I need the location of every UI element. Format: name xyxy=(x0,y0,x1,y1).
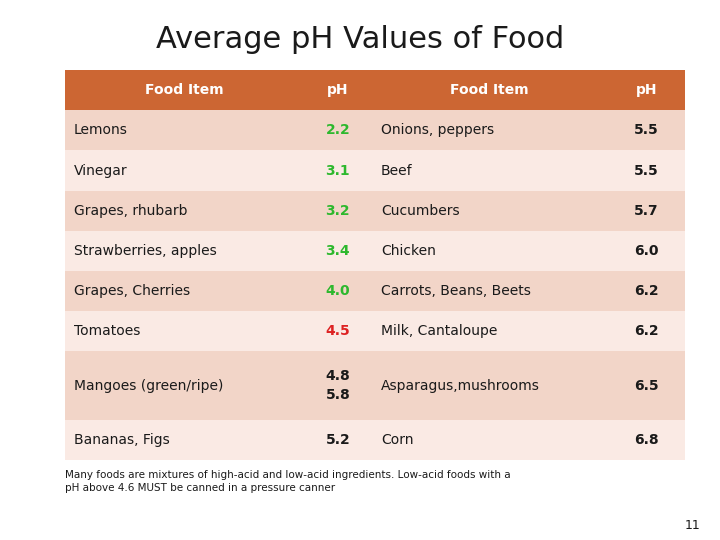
Text: 5.5: 5.5 xyxy=(634,123,659,137)
Text: Strawberries, apples: Strawberries, apples xyxy=(74,244,217,258)
Bar xyxy=(304,70,372,110)
Bar xyxy=(65,191,304,231)
Bar xyxy=(372,311,608,352)
Text: Many foods are mixtures of high-acid and low-acid ingredients. Low-acid foods wi: Many foods are mixtures of high-acid and… xyxy=(65,470,510,493)
Text: Food Item: Food Item xyxy=(145,83,224,97)
Text: 4.5: 4.5 xyxy=(325,325,350,339)
Bar xyxy=(372,70,608,110)
Bar xyxy=(65,352,304,420)
Bar xyxy=(304,311,372,352)
Bar xyxy=(65,420,304,460)
Text: 4.8
5.8: 4.8 5.8 xyxy=(325,369,350,402)
Text: 5.2: 5.2 xyxy=(325,433,350,447)
Text: 5.5: 5.5 xyxy=(634,164,659,178)
Bar xyxy=(304,110,372,151)
Text: 3.4: 3.4 xyxy=(325,244,350,258)
Text: 6.8: 6.8 xyxy=(634,433,659,447)
Bar xyxy=(372,110,608,151)
Text: Lemons: Lemons xyxy=(74,123,128,137)
Text: Asparagus,mushrooms: Asparagus,mushrooms xyxy=(381,379,540,393)
Bar xyxy=(65,311,304,352)
Text: 2.2: 2.2 xyxy=(325,123,350,137)
Bar xyxy=(65,110,304,151)
Text: Cucumbers: Cucumbers xyxy=(381,204,459,218)
Bar xyxy=(372,352,608,420)
Bar xyxy=(304,151,372,191)
Text: Grapes, rhubarb: Grapes, rhubarb xyxy=(74,204,187,218)
Text: 6.5: 6.5 xyxy=(634,379,659,393)
Bar xyxy=(65,271,304,311)
Text: 3.1: 3.1 xyxy=(325,164,350,178)
Bar xyxy=(608,151,685,191)
Text: Tomatoes: Tomatoes xyxy=(74,325,140,339)
Text: Mangoes (green/ripe): Mangoes (green/ripe) xyxy=(74,379,223,393)
Text: 6.2: 6.2 xyxy=(634,325,659,339)
Text: 6.0: 6.0 xyxy=(634,244,659,258)
Text: Beef: Beef xyxy=(381,164,413,178)
Bar xyxy=(608,420,685,460)
Text: 3.2: 3.2 xyxy=(325,204,350,218)
Text: pH: pH xyxy=(327,83,348,97)
Text: Onions, peppers: Onions, peppers xyxy=(381,123,494,137)
Text: Food Item: Food Item xyxy=(451,83,529,97)
Text: Carrots, Beans, Beets: Carrots, Beans, Beets xyxy=(381,284,531,298)
Bar xyxy=(304,191,372,231)
Text: 6.2: 6.2 xyxy=(634,284,659,298)
Text: Average pH Values of Food: Average pH Values of Food xyxy=(156,25,564,55)
Bar xyxy=(608,352,685,420)
Bar xyxy=(608,231,685,271)
Bar xyxy=(304,420,372,460)
Text: Corn: Corn xyxy=(381,433,413,447)
Bar xyxy=(65,231,304,271)
Text: 5.7: 5.7 xyxy=(634,204,659,218)
Bar xyxy=(65,70,304,110)
Text: Bananas, Figs: Bananas, Figs xyxy=(74,433,170,447)
Bar xyxy=(65,151,304,191)
Bar xyxy=(608,70,685,110)
Text: Grapes, Cherries: Grapes, Cherries xyxy=(74,284,190,298)
Bar xyxy=(608,191,685,231)
Bar xyxy=(372,191,608,231)
Bar xyxy=(372,420,608,460)
Text: Milk, Cantaloupe: Milk, Cantaloupe xyxy=(381,325,498,339)
Bar xyxy=(608,311,685,352)
Text: 11: 11 xyxy=(684,519,700,532)
Bar xyxy=(372,271,608,311)
Text: pH: pH xyxy=(636,83,657,97)
Bar xyxy=(304,271,372,311)
Bar xyxy=(372,151,608,191)
Bar xyxy=(304,231,372,271)
Bar xyxy=(608,110,685,151)
Text: Vinegar: Vinegar xyxy=(74,164,127,178)
Bar xyxy=(372,231,608,271)
Text: 4.0: 4.0 xyxy=(325,284,350,298)
Bar xyxy=(304,352,372,420)
Bar xyxy=(608,271,685,311)
Text: Chicken: Chicken xyxy=(381,244,436,258)
